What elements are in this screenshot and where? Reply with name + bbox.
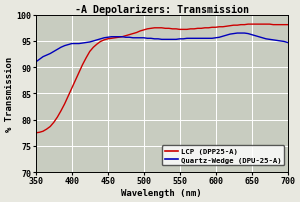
LCP (DPP25-A) xyxy=(225,26,228,28)
Quartz-Wedge (DPU-25-A) xyxy=(236,33,239,35)
LCP (DPP25-A) xyxy=(246,24,250,26)
LCP (DPP25-A) xyxy=(286,24,290,27)
LCP (DPP25-A) xyxy=(106,38,110,41)
Quartz-Wedge (DPU-25-A) xyxy=(185,38,189,40)
Quartz-Wedge (DPU-25-A) xyxy=(225,35,228,37)
Quartz-Wedge (DPU-25-A) xyxy=(275,40,279,42)
LCP (DPP25-A) xyxy=(156,27,160,30)
Line: LCP (DPP25-A): LCP (DPP25-A) xyxy=(36,25,288,133)
Quartz-Wedge (DPU-25-A) xyxy=(156,38,160,41)
LCP (DPP25-A) xyxy=(41,130,45,133)
Legend: LCP (DPP25-A), Quartz-Wedge (DPU-25-A): LCP (DPP25-A), Quartz-Wedge (DPU-25-A) xyxy=(162,146,284,166)
LCP (DPP25-A) xyxy=(34,132,38,134)
Quartz-Wedge (DPU-25-A) xyxy=(41,56,45,59)
Y-axis label: % Transmission: % Transmission xyxy=(5,57,14,132)
Title: -A Depolarizers: Transmission: -A Depolarizers: Transmission xyxy=(75,5,249,15)
X-axis label: Wavelength (nm): Wavelength (nm) xyxy=(122,188,202,197)
LCP (DPP25-A) xyxy=(185,29,189,32)
Quartz-Wedge (DPU-25-A) xyxy=(34,61,38,64)
Quartz-Wedge (DPU-25-A) xyxy=(106,37,110,39)
LCP (DPP25-A) xyxy=(275,24,279,27)
Line: Quartz-Wedge (DPU-25-A): Quartz-Wedge (DPU-25-A) xyxy=(36,34,288,63)
Quartz-Wedge (DPU-25-A) xyxy=(286,42,290,44)
Text: THORLABS: THORLABS xyxy=(243,157,266,162)
